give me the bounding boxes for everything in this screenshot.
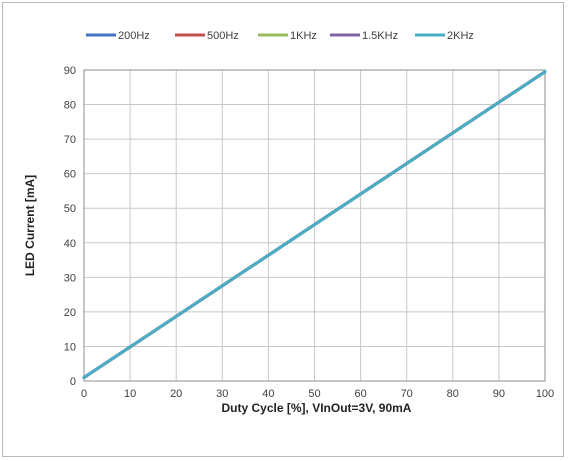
x-axis-title: Duty Cycle [%], VInOut=3V, 90mA xyxy=(222,401,412,415)
plot-area-border xyxy=(83,69,546,382)
x-tick-label: 80 xyxy=(447,388,459,400)
x-tick-label: 30 xyxy=(216,388,228,400)
y-tick-label: 40 xyxy=(64,238,76,250)
legend-label: 500Hz xyxy=(207,30,239,42)
x-axis-ticks: 0 10 20 30 40 50 60 70 80 90 100 xyxy=(81,388,554,400)
legend-label: 1KHz xyxy=(290,30,317,42)
x-tick-label: 0 xyxy=(81,388,87,400)
legend-label: 2KHz xyxy=(447,30,474,42)
y-tick-label: 60 xyxy=(64,169,76,181)
y-tick-label: 20 xyxy=(64,307,76,319)
legend-label: 1.5KHz xyxy=(362,30,398,42)
legend-label: 200Hz xyxy=(118,30,150,42)
y-tick-label: 0 xyxy=(70,376,76,388)
x-tick-label: 60 xyxy=(354,388,366,400)
series-line-2khz xyxy=(82,70,547,380)
x-tick-label: 70 xyxy=(401,388,413,400)
y-axis-ticks: 0 10 20 30 40 50 60 70 80 90 xyxy=(64,65,76,388)
series-lines xyxy=(82,70,547,380)
x-tick-label: 40 xyxy=(262,388,274,400)
x-tick-label: 90 xyxy=(493,388,505,400)
y-tick-label: 10 xyxy=(64,341,76,353)
y-tick-label: 30 xyxy=(64,272,76,284)
x-tick-label: 100 xyxy=(536,388,554,400)
legend: 200Hz 500Hz 1KHz 1.5KHz 2KHz xyxy=(86,30,474,42)
y-tick-label: 90 xyxy=(64,65,76,77)
x-tick-label: 20 xyxy=(170,388,182,400)
y-tick-label: 80 xyxy=(64,100,76,112)
x-tick-label: 10 xyxy=(124,388,136,400)
x-tick-label: 50 xyxy=(308,388,320,400)
y-axis-title: LED Current [mA] xyxy=(23,175,37,276)
y-tick-label: 50 xyxy=(64,203,76,215)
y-tick-label: 70 xyxy=(64,134,76,146)
